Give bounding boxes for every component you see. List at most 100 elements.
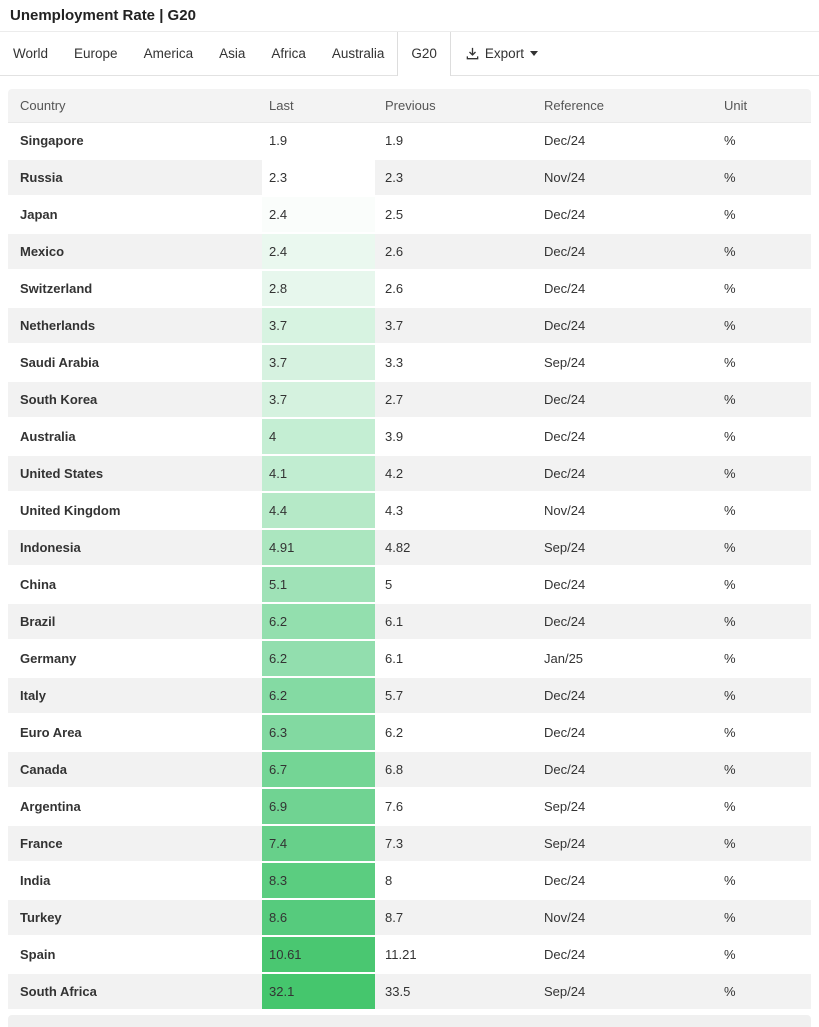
last-value-cell[interactable]: 2.4 — [262, 234, 375, 271]
last-value-cell[interactable]: 8.6 — [262, 900, 375, 937]
country-cell[interactable]: Saudi Arabia — [8, 345, 262, 382]
country-cell[interactable]: Spain — [8, 937, 262, 974]
country-cell[interactable]: Switzerland — [8, 271, 262, 308]
tab-g20[interactable]: G20 — [397, 32, 451, 76]
last-value-cell[interactable]: 7.4 — [262, 826, 375, 863]
country-cell[interactable]: Germany — [8, 641, 262, 678]
unit-cell: % — [715, 197, 811, 234]
last-value-cell[interactable]: 6.9 — [262, 789, 375, 826]
previous-value-cell: 7.6 — [375, 789, 535, 826]
page-title: Unemployment Rate | G20 — [10, 7, 196, 24]
reference-cell: Sep/24 — [535, 345, 715, 382]
last-value-cell[interactable]: 4 — [262, 419, 375, 456]
country-cell[interactable]: South Africa — [8, 974, 262, 1011]
previous-value-cell: 3.3 — [375, 345, 535, 382]
reference-cell: Dec/24 — [535, 678, 715, 715]
unit-cell: % — [715, 641, 811, 678]
last-value-cell[interactable]: 6.7 — [262, 752, 375, 789]
country-cell[interactable]: Japan — [8, 197, 262, 234]
tab-bar: World Europe America Asia Africa Australia G20… — [0, 31, 819, 76]
last-value-cell[interactable]: 1.9 — [262, 123, 375, 160]
previous-value-cell: 7.3 — [375, 826, 535, 863]
tab-america[interactable]: America — [143, 46, 194, 61]
table-row: France 7.4 7.3 Sep/24% — [8, 826, 811, 863]
unit-cell: % — [715, 678, 811, 715]
table-row: Euro Area 6.3 6.2 Dec/24% — [8, 715, 811, 752]
unit-cell: % — [715, 419, 811, 456]
country-cell[interactable]: Turkey — [8, 900, 262, 937]
table-row: Brazil 6.2 6.1 Dec/24% — [8, 604, 811, 641]
previous-value-cell: 5 — [375, 567, 535, 604]
last-value-cell[interactable]: 3.7 — [262, 382, 375, 419]
reference-cell: Dec/24 — [535, 604, 715, 641]
table-row: Canada 6.7 6.8 Dec/24% — [8, 752, 811, 789]
column-header-country[interactable]: Country — [8, 89, 262, 123]
country-cell[interactable]: South Korea — [8, 382, 262, 419]
country-cell[interactable]: China — [8, 567, 262, 604]
last-value-cell[interactable]: 6.2 — [262, 604, 375, 641]
country-cell[interactable]: Russia — [8, 160, 262, 197]
country-cell[interactable]: Canada — [8, 752, 262, 789]
table-row: Mexico 2.4 2.6 Dec/24% — [8, 234, 811, 271]
column-header-last[interactable]: Last — [262, 89, 375, 123]
export-button[interactable]: Export — [451, 32, 552, 75]
country-cell[interactable]: Euro Area — [8, 715, 262, 752]
reference-cell: Sep/24 — [535, 530, 715, 567]
country-cell[interactable]: Singapore — [8, 123, 262, 160]
last-value-cell[interactable]: 2.3 — [262, 160, 375, 197]
last-value-cell[interactable]: 10.61 — [262, 937, 375, 974]
country-cell[interactable]: United States — [8, 456, 262, 493]
last-value-cell[interactable]: 5.1 — [262, 567, 375, 604]
table-row: Argentina 6.9 7.6 Sep/24% — [8, 789, 811, 826]
table-row: South Africa 32.1 33.5 Sep/24% — [8, 974, 811, 1011]
tab-world[interactable]: World — [13, 46, 49, 61]
previous-value-cell: 2.5 — [375, 197, 535, 234]
column-header-previous[interactable]: Previous — [375, 89, 535, 123]
tab-africa[interactable]: Africa — [271, 46, 306, 61]
reference-cell: Jan/25 — [535, 641, 715, 678]
unit-cell: % — [715, 271, 811, 308]
table-row: United Kingdom 4.4 4.3 Nov/24% — [8, 493, 811, 530]
country-cell[interactable]: Mexico — [8, 234, 262, 271]
table-row: Russia 2.3 2.3 Nov/24% — [8, 160, 811, 197]
last-value-cell[interactable]: 4.1 — [262, 456, 375, 493]
unit-cell: % — [715, 863, 811, 900]
table-row: Switzerland 2.8 2.6 Dec/24% — [8, 271, 811, 308]
tab-asia[interactable]: Asia — [219, 46, 246, 61]
last-value-cell[interactable]: 6.2 — [262, 641, 375, 678]
country-cell[interactable]: Australia — [8, 419, 262, 456]
table-header-row: Country Last Previous Reference Unit — [8, 89, 811, 123]
country-cell[interactable]: Italy — [8, 678, 262, 715]
unit-cell: % — [715, 530, 811, 567]
country-cell[interactable]: United Kingdom — [8, 493, 262, 530]
reference-cell: Dec/24 — [535, 419, 715, 456]
tab-europe[interactable]: Europe — [74, 46, 118, 61]
country-cell[interactable]: Argentina — [8, 789, 262, 826]
previous-value-cell: 2.6 — [375, 271, 535, 308]
country-cell[interactable]: France — [8, 826, 262, 863]
country-cell[interactable]: Netherlands — [8, 308, 262, 345]
reference-cell: Dec/24 — [535, 567, 715, 604]
column-header-reference[interactable]: Reference — [535, 89, 715, 123]
unit-cell: % — [715, 160, 811, 197]
last-value-cell[interactable]: 2.8 — [262, 271, 375, 308]
previous-value-cell: 6.1 — [375, 641, 535, 678]
last-value-cell[interactable]: 3.7 — [262, 345, 375, 382]
last-value-cell[interactable]: 6.3 — [262, 715, 375, 752]
country-cell[interactable]: Brazil — [8, 604, 262, 641]
last-value-cell[interactable]: 32.1 — [262, 974, 375, 1011]
column-header-unit[interactable]: Unit — [715, 89, 811, 123]
last-value-cell[interactable]: 4.91 — [262, 530, 375, 567]
reference-cell: Dec/24 — [535, 308, 715, 345]
last-value-cell[interactable]: 8.3 — [262, 863, 375, 900]
reference-cell: Dec/24 — [535, 863, 715, 900]
tab-australia[interactable]: Australia — [331, 46, 385, 61]
last-value-cell[interactable]: 6.2 — [262, 678, 375, 715]
last-value-cell[interactable]: 4.4 — [262, 493, 375, 530]
last-value-cell[interactable]: 3.7 — [262, 308, 375, 345]
country-cell[interactable]: Indonesia — [8, 530, 262, 567]
reference-cell: Nov/24 — [535, 160, 715, 197]
table-row: Indonesia 4.91 4.82 Sep/24% — [8, 530, 811, 567]
country-cell[interactable]: India — [8, 863, 262, 900]
last-value-cell[interactable]: 2.4 — [262, 197, 375, 234]
